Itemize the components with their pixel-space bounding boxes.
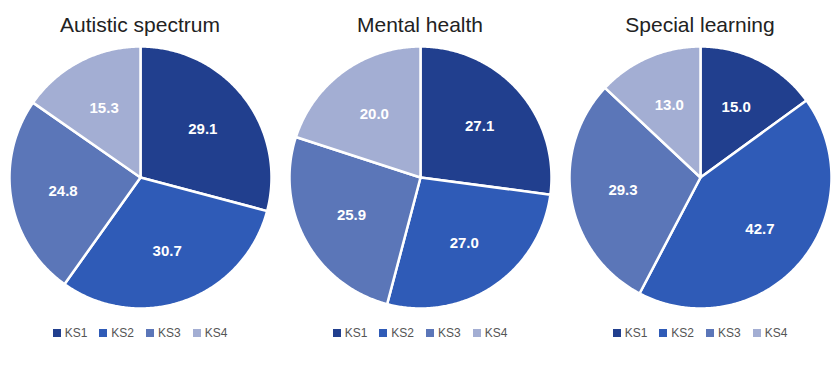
svg-text:30.7: 30.7 <box>153 242 182 259</box>
svg-text:42.7: 42.7 <box>745 220 774 237</box>
html-text:KS1: KS1 <box>624 326 648 340</box>
svg-text:27.1: 27.1 <box>465 117 494 134</box>
svg-text:15.0: 15.0 <box>722 98 751 115</box>
svg-text:29.3: 29.3 <box>608 181 637 198</box>
svg-text:27.0: 27.0 <box>450 234 479 251</box>
html-text:Autistic spectrum: Autistic spectrum <box>60 13 220 36</box>
html-text:KS2: KS2 <box>671 326 694 340</box>
html-text:KS3: KS3 <box>438 326 461 340</box>
svg-text:24.8: 24.8 <box>48 182 77 199</box>
svg-text:13.0: 13.0 <box>655 96 684 113</box>
html-text:KS4: KS4 <box>484 326 508 340</box>
html-text:KS2: KS2 <box>111 326 134 340</box>
html-text:KS4: KS4 <box>204 326 228 340</box>
svg-text:25.9: 25.9 <box>337 206 366 223</box>
svg-text:29.1: 29.1 <box>188 120 217 137</box>
html-text:KS1: KS1 <box>64 326 88 340</box>
html-text:KS4: KS4 <box>764 326 788 340</box>
html-text:KS2: KS2 <box>391 326 414 340</box>
svg-text:20.0: 20.0 <box>360 105 389 122</box>
html-text:KS3: KS3 <box>158 326 181 340</box>
html-text:KS3: KS3 <box>718 326 741 340</box>
html-text:Mental health: Mental health <box>357 13 483 36</box>
html-text:Special learning: Special learning <box>625 13 775 36</box>
svg-text:15.3: 15.3 <box>90 99 119 116</box>
html-text:KS1: KS1 <box>344 326 368 340</box>
